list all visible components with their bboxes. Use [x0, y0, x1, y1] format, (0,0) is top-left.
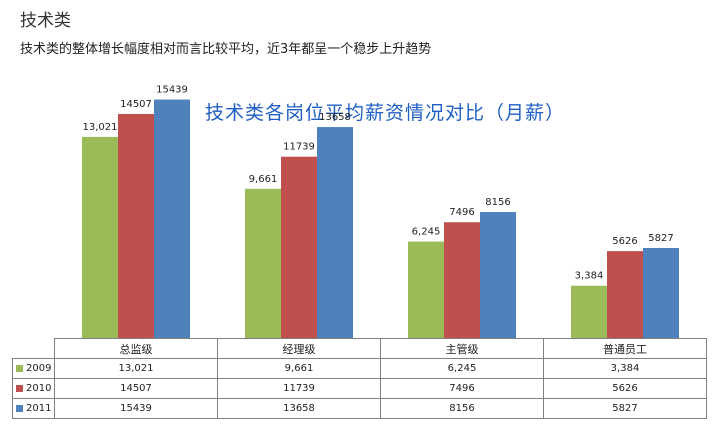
table-cell: 6,245 [380, 358, 544, 379]
bar-2010-1 [281, 156, 317, 338]
legend-key-2009 [16, 364, 23, 372]
table-corner [12, 338, 55, 359]
legend-key-2010 [16, 384, 23, 392]
table-series-header: 2010 [12, 378, 55, 399]
bar-2009-2 [408, 241, 444, 338]
table-cell: 13,021 [54, 358, 218, 379]
table-cell: 7496 [380, 378, 544, 399]
bar-2010-2 [444, 222, 480, 338]
section-subtitle: 技术类的整体增长幅度相对而言比较平均，近3年都呈一个稳步上升趋势 [20, 42, 432, 57]
table-cell: 3,384 [543, 358, 707, 379]
table-category-header: 主管级 [380, 338, 544, 359]
table-cell: 8156 [380, 398, 544, 419]
bar-value-label: 14507 [120, 99, 152, 110]
table-category-header: 经理级 [217, 338, 381, 359]
legend-key-2011 [16, 404, 23, 412]
table-cell: 15439 [54, 398, 218, 419]
data-table: 总监级 经理级 主管级 普通员工 2009 13,021 9,661 6,245… [12, 338, 707, 419]
bar-2011-0 [154, 99, 190, 338]
bar-2009-0 [82, 136, 118, 338]
bar-value-label: 3,384 [575, 271, 604, 282]
bar-2011-1 [317, 127, 353, 338]
bar-value-label: 13,021 [83, 122, 118, 133]
table-row: 2009 13,021 9,661 6,245 3,384 [12, 358, 707, 379]
table-category-header: 普通员工 [543, 338, 707, 359]
bar-value-label: 6,245 [412, 227, 441, 238]
bar-value-label: 7496 [449, 207, 474, 218]
section-title: 技术类 [20, 11, 71, 31]
table-category-header: 总监级 [54, 338, 218, 359]
bar-value-label: 11739 [283, 142, 315, 153]
bar-2009-1 [245, 188, 281, 338]
bar-value-label: 15439 [156, 85, 188, 96]
bar-value-label: 9,661 [249, 174, 278, 185]
bar-value-label: 8156 [485, 197, 510, 208]
table-cell: 9,661 [217, 358, 381, 379]
bar-value-label: 5626 [612, 236, 637, 247]
table-cell: 11739 [217, 378, 381, 399]
bar-value-label: 5827 [648, 233, 673, 244]
table-row: 2010 14507 11739 7496 5626 [12, 378, 707, 399]
bar-value-label: 13658 [319, 112, 351, 123]
legend-label-2009: 2009 [26, 363, 52, 374]
table-row: 2011 15439 13658 8156 5827 [12, 398, 707, 419]
legend-label-2011: 2011 [26, 403, 52, 414]
table-cell: 13658 [217, 398, 381, 419]
bar-2010-3 [607, 251, 643, 338]
table-cell: 14507 [54, 378, 218, 399]
table-series-header: 2009 [12, 358, 55, 379]
bar-2009-3 [571, 285, 607, 338]
table-cell: 5827 [543, 398, 707, 419]
bar-2010-0 [118, 113, 154, 338]
legend-label-2010: 2010 [26, 383, 52, 394]
table-series-header: 2011 [12, 398, 55, 419]
table-cell: 5626 [543, 378, 707, 399]
chart-title: 技术类各岗位平均薪资情况对比（月薪） [205, 102, 566, 124]
bar-2011-3 [643, 248, 679, 338]
table-header-row: 总监级 经理级 主管级 普通员工 [12, 338, 707, 359]
bar-2011-2 [480, 212, 516, 338]
